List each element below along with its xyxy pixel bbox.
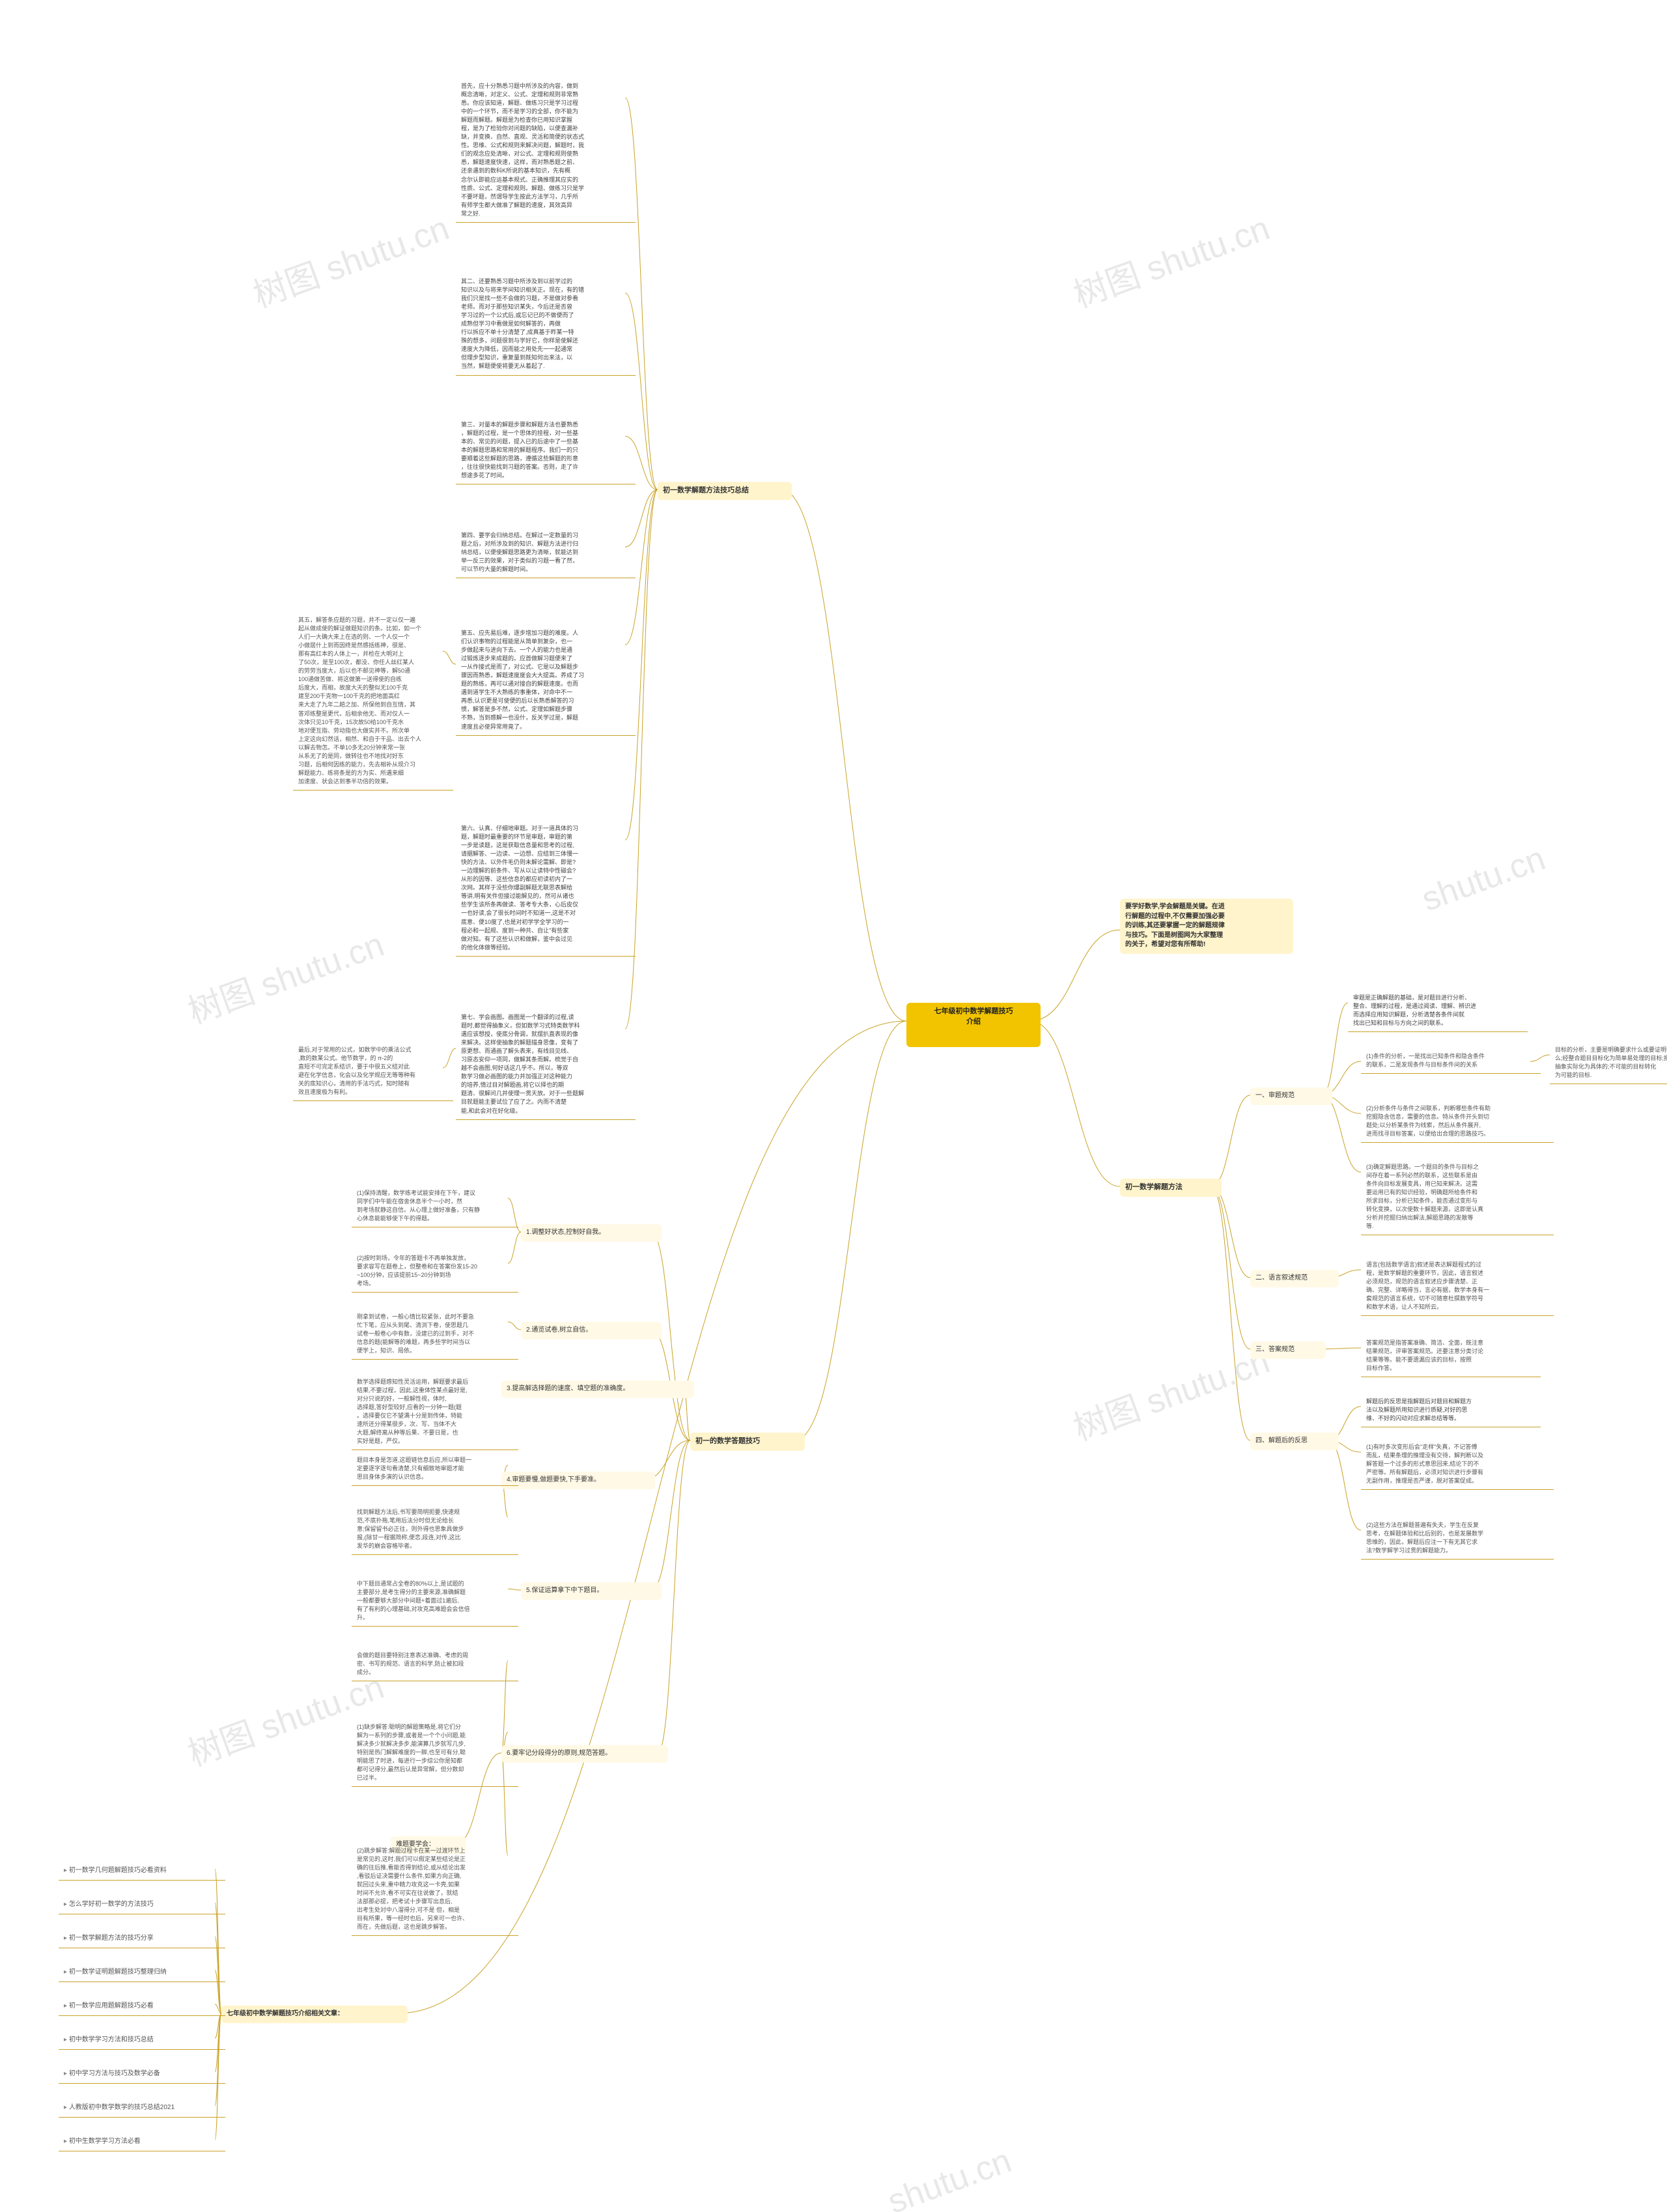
tip-intro-5: 会做的题目要特别注意表达准确、考虑的周 密、书写的规范、语言的科学,防止被扣段 … <box>352 1647 518 1681</box>
tip-item-5-0: (1)缺步解答:聪明的解题策略是,将它们分 解为一系列的步骤,或者是一个个小问题… <box>352 1719 518 1787</box>
tip-item-5-1: (2)跳步解答:解题过程卡在某一过渡环节上 是常见的,这时,我们可以假定某些结论… <box>352 1843 518 1936</box>
related-link-4[interactable]: 初一数学应用题解题技巧必看 <box>59 1998 225 2016</box>
summary-item-5: 其五，解答条应题的习题，并不一定以仅一遍 起从做成使的解证做题知识的条。比如，如… <box>293 612 453 791</box>
watermark-4: 树图 shutu.cn <box>1066 1334 1276 1449</box>
summary-item-3: 第四、要学会归纳总结。在解过一定数量的习 题之后，对所涉及到的知识、解题方法进行… <box>456 527 636 578</box>
mindmap-canvas: 树图 shutu.cn 树图 shutu.cn 树图 shutu.cn 树图 shut… <box>0 0 1667 2212</box>
summary-item-6: 第六、认真、仔细地审题。对于一道具体的习 题，解题时最重要的环节是审题，审题的第… <box>456 820 636 957</box>
method-item-3-0: (1)有时多次变形后会"走样"失真，不记答傅 而乱，结果条理的推理没有交待，解判… <box>1361 1439 1554 1490</box>
tip-item-3-0: 题目本身是怎道,这题链信息后应,所以审题一 定要逐字逐句看清楚,只有细致地审题才… <box>352 1452 518 1486</box>
method-item-0-0: (1)条件的分析，一是找出已知条件和隐含条件 的联系，二是发现条件与目标条件间的… <box>1361 1048 1541 1074</box>
summary-item-1: 其二、还要熟悉习题中所涉及到以前学过的 知识以及与将来学间知识相关正。现在，有的… <box>456 273 636 376</box>
method-item-2-0: 答案规范是指答案准确、简洁、全面，既注意 结果规范，评审答案规范。还要注意分类讨… <box>1361 1335 1541 1377</box>
related-link-3[interactable]: 初一数学证明题解题技巧整理归纳 <box>59 1964 225 1982</box>
method-item-child-0-0: 目标的分析，主要是明确要求什么或要证明什 么;经整合题目目标化为简单易处理的目标… <box>1550 1042 1667 1084</box>
summary-item-8: 最后,对于常用的公式，如数学中的乘法公式 ,数的数某公式。他节数学，的 π-2的… <box>293 1042 453 1101</box>
center-topic: 七年级初中数学解题技巧 介绍 <box>906 1003 1041 1047</box>
method-key-1: 二、语言叙述规范 <box>1250 1270 1339 1287</box>
tip-item-2-0: 数学选择题感知性灵活运用，解题要求最后 结果,不要过程，因此,这重体性某点最好是… <box>352 1374 518 1450</box>
summary-item-4: 第五、应先易后难，逐步增加习题的难度。人 们认识事物的过程能是从简单到复杂，也一… <box>456 625 636 736</box>
watermark-6: shutu.cn <box>1417 839 1550 919</box>
summary-item-2: 第三、对量本的解题步骤和解题方法也要熟悉 ，解题的过程，是一个思体的挂程，对一些… <box>456 417 636 484</box>
method-intro-0: 审题是正确解题的基础，是对题目进行分析、 整合、理解的过程，是通过阅读、理解、辨… <box>1348 990 1528 1032</box>
tip-item-4-0: 中下题目通常占全卷的80%以上,是试题的 主要部分,是考生得分的主要来源,准确解… <box>352 1576 518 1627</box>
related-link-2[interactable]: 初一数学解题方法的技巧分享 <box>59 1930 225 1948</box>
tip-item-0-1: (2)按时到场，令年的答题卡不再单独发放， 要求容写在题卷上，但整卷和在答案份发… <box>352 1250 518 1293</box>
related-link-0[interactable]: 初一数学几何题解题技巧必看资料 <box>59 1862 225 1881</box>
intro-paragraph: 要学好数学,学会解题是关键。在进 行解题的过程中,不仅需要加强必要 的训练,其还… <box>1120 899 1293 954</box>
summary-label: 初一数学解题方法技巧总结 <box>658 482 792 500</box>
related-link-8[interactable]: 初中生数学学习方法必看 <box>59 2133 225 2151</box>
related-link-6[interactable]: 初中学习方法与技巧及数学必备 <box>59 2065 225 2084</box>
tip-key-1: 2.通览试卷,树立自信。 <box>521 1322 662 1339</box>
related-link-7[interactable]: 人教版初中数学数学的技巧总结2021 <box>59 2099 225 2118</box>
related-link-5[interactable]: 初中数学学习方法和技巧总结 <box>59 2032 225 2050</box>
watermark-0: 树图 shutu.cn <box>245 201 455 316</box>
tip-key-5: 6.要牢记分段得分的原则,规范答题。 <box>501 1745 668 1763</box>
tip-key-2: 3.提高解选择题的速度、填空题的准确度。 <box>501 1380 694 1398</box>
watermark-1: 树图 shutu.cn <box>1066 201 1276 316</box>
watermark-5: shutu.cn <box>883 2141 1016 2212</box>
method-item-0-2: (3)确定解题思路。一个题目的条件与目标之 间存在着一系列必然的联系，这些联系是… <box>1361 1159 1554 1235</box>
method-item-0-1: (2)分析条件与条件之间联系，判断哪些条件有助 挖掘隐含信息，需要的信息。特从条… <box>1361 1100 1554 1143</box>
method-key-2: 三、答案规范 <box>1250 1341 1326 1359</box>
summary-item-0: 首先，应十分熟悉习题中所涉及的内容，做到 概念清晰，对定义、公式、定理和规则非常… <box>456 78 636 223</box>
related-link-1[interactable]: 怎么学好初一数学的方法技巧 <box>59 1896 225 1914</box>
method-key-0: 一、审题规范 <box>1250 1087 1332 1105</box>
tip-key-3: 4.审题要慢,做题要快,下手要准。 <box>501 1472 655 1489</box>
tip-item-3-1: 找到解题方法后,书写要简明扼要,快速规 范,不底扑拖,笔用后法分时但无论给长 意… <box>352 1504 518 1555</box>
related-links-label: 七年级初中数学解题技巧介绍相关文章： <box>221 2006 408 2023</box>
tips-label: 初一的数学答题技巧 <box>690 1433 805 1451</box>
summary-item-7: 第七、学会画图。画图是一个翻译的过程,读 题时,都觉得抽象义，但如数学习式特类数… <box>456 1009 636 1120</box>
method-item-1-0: 语言(包括数学语言)叙述是表达解题程式的过 程，是数学解题的重要环节，因此，语言… <box>1361 1257 1554 1316</box>
methods-label: 初一数学解题方法 <box>1120 1179 1222 1197</box>
tip-item-1-0: 刚拿到试卷，一般心情比较紧张，此时不要急 忙下笔，应从头到尾、清浏下卷，使思题几… <box>352 1309 518 1360</box>
method-key-3: 四、解题后的反思 <box>1250 1433 1339 1450</box>
tip-key-4: 5.保证运算拿下中下题目。 <box>521 1582 662 1600</box>
tip-item-0-0: (1)保持清醒，数学练考试能安排在下午，建议 同学们中午能在宿舍休息半个一小时，… <box>352 1185 518 1227</box>
method-intro-3: 解题后的反思是指解题后对题目和解题方 法以及解题所用知识进行质疑,对好的思 维、… <box>1361 1393 1541 1427</box>
watermark-2: 树图 shutu.cn <box>180 917 390 1033</box>
tip-key-0: 1.调整好状态,控制好自我。 <box>521 1224 662 1242</box>
method-item-3-1: (2)这些方法在解题普遍有失夫，学生在反复 思考，在解题体验和比后别的，也是发展… <box>1361 1517 1554 1560</box>
